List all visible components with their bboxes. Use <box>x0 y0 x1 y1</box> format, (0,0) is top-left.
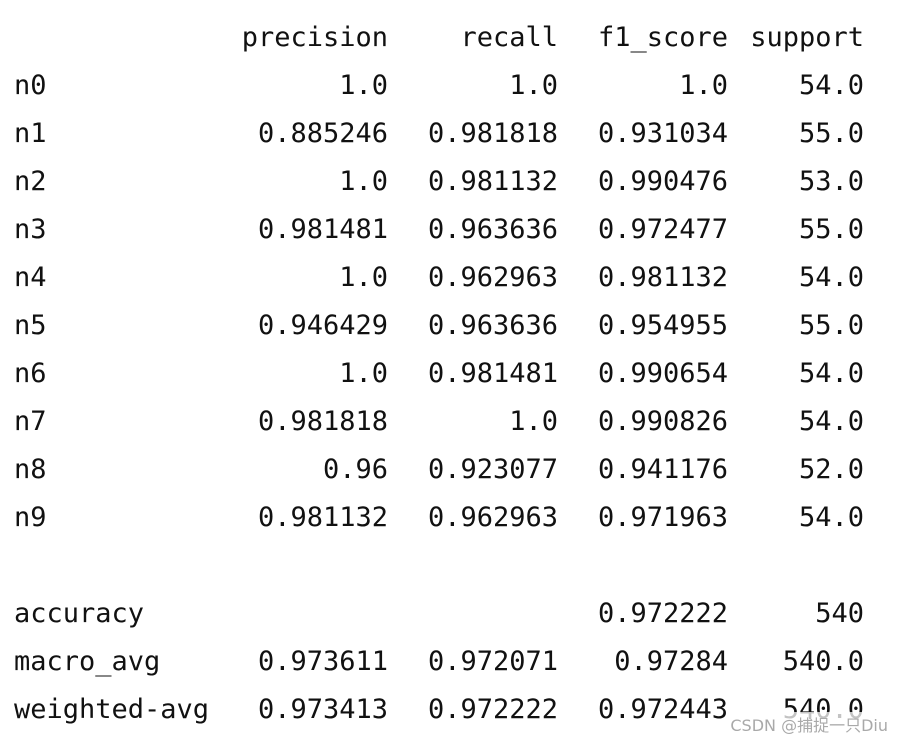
f1-score-value: 0.931034 <box>597 118 728 149</box>
row-label: n0 <box>14 70 47 101</box>
class-row: n4 1.0 0.962963 0.981132 54.0 <box>14 254 894 302</box>
recall-value: 0.981818 <box>427 118 558 149</box>
precision-value: 1.0 <box>339 358 388 389</box>
row-label: weighted-avg <box>14 694 210 725</box>
summary-row: macro_avg 0.973611 0.972071 0.97284 540.0 <box>14 638 894 686</box>
support-value: 54.0 <box>798 406 864 437</box>
class-rows: n0 1.0 1.0 1.0 54.0 n1 0.885246 0.981818 0.93103… <box>14 62 894 542</box>
class-row: n2 1.0 0.981132 0.990476 53.0 <box>14 158 894 206</box>
row-label: n2 <box>14 166 47 197</box>
row-label: n6 <box>14 358 47 389</box>
support-value: 53.0 <box>798 166 864 197</box>
precision-value: 0.981132 <box>257 502 388 533</box>
class-row: n6 1.0 0.981481 0.990654 54.0 <box>14 350 894 398</box>
row-label: n4 <box>14 262 47 293</box>
f1-score-value: 0.981132 <box>597 262 728 293</box>
f1-score-value: 0.954955 <box>597 310 728 341</box>
class-row: n1 0.885246 0.981818 0.931034 55.0 <box>14 110 894 158</box>
precision-value: 0.981818 <box>257 406 388 437</box>
support-value: 54.0 <box>798 262 864 293</box>
recall-value: 0.962963 <box>427 502 558 533</box>
support-value: 540.0 <box>782 646 864 677</box>
support-value: 55.0 <box>798 118 864 149</box>
precision-value: 1.0 <box>339 70 388 101</box>
row-label: n7 <box>14 406 47 437</box>
f1-score-value: 0.941176 <box>597 454 728 485</box>
support-value: 55.0 <box>798 310 864 341</box>
precision-value: 1.0 <box>339 262 388 293</box>
header-row: precision recall f1_score support <box>14 14 894 62</box>
spacer <box>14 542 894 590</box>
f1-score-value: 1.0 <box>679 70 728 101</box>
row-label: n3 <box>14 214 47 245</box>
recall-value: 0.981481 <box>427 358 558 389</box>
support-value: 55.0 <box>798 214 864 245</box>
recall-value: 0.962963 <box>427 262 558 293</box>
class-row: n8 0.96 0.923077 0.941176 52.0 <box>14 446 894 494</box>
precision-value: 0.885246 <box>257 118 388 149</box>
row-label: n8 <box>14 454 47 485</box>
recall-value: 1.0 <box>509 70 558 101</box>
row-label: n5 <box>14 310 47 341</box>
precision-value: 0.96 <box>322 454 388 485</box>
precision-value: 0.946429 <box>257 310 388 341</box>
class-row: n5 0.946429 0.963636 0.954955 55.0 <box>14 302 894 350</box>
support-value: 54.0 <box>798 358 864 389</box>
f1-score-value: 0.971963 <box>597 502 728 533</box>
row-label: n9 <box>14 502 47 533</box>
recall-value: 0.972222 <box>427 694 558 725</box>
header-f1-score: f1_score <box>597 22 728 53</box>
classification-report: precision recall f1_score support n0 1.0 1… <box>14 14 894 734</box>
recall-value: 1.0 <box>509 406 558 437</box>
precision-value: 0.973413 <box>257 694 388 725</box>
f1-score-value: 0.972222 <box>597 598 728 629</box>
watermark: CSDN @捕捉一只Diu <box>728 712 890 736</box>
precision-value: 1.0 <box>339 166 388 197</box>
class-row: n9 0.981132 0.962963 0.971963 54.0 <box>14 494 894 542</box>
class-row: n0 1.0 1.0 1.0 54.0 <box>14 62 894 110</box>
header-support: support <box>750 22 864 53</box>
class-row: n3 0.981481 0.963636 0.972477 55.0 <box>14 206 894 254</box>
summary-row: accuracy 0.972222 540 <box>14 590 894 638</box>
f1-score-value: 0.972477 <box>597 214 728 245</box>
support-value: 54.0 <box>798 70 864 101</box>
f1-score-value: 0.97284 <box>614 646 728 677</box>
precision-value: 0.973611 <box>257 646 388 677</box>
header-recall: recall <box>460 22 558 53</box>
row-label: macro_avg <box>14 646 161 677</box>
row-label: accuracy <box>14 598 145 629</box>
recall-value: 0.981132 <box>427 166 558 197</box>
recall-value: 0.972071 <box>427 646 558 677</box>
precision-value: 0.981481 <box>257 214 388 245</box>
f1-score-value: 0.990826 <box>597 406 728 437</box>
recall-value: 0.923077 <box>427 454 558 485</box>
recall-value: 0.963636 <box>427 214 558 245</box>
recall-value: 0.963636 <box>427 310 558 341</box>
header-precision: precision <box>241 22 388 53</box>
f1-score-value: 0.990476 <box>597 166 728 197</box>
class-row: n7 0.981818 1.0 0.990826 54.0 <box>14 398 894 446</box>
support-value: 52.0 <box>798 454 864 485</box>
row-label: n1 <box>14 118 47 149</box>
support-value: 54.0 <box>798 502 864 533</box>
f1-score-value: 0.990654 <box>597 358 728 389</box>
f1-score-value: 0.972443 <box>597 694 728 725</box>
support-value: 540 <box>815 598 864 629</box>
